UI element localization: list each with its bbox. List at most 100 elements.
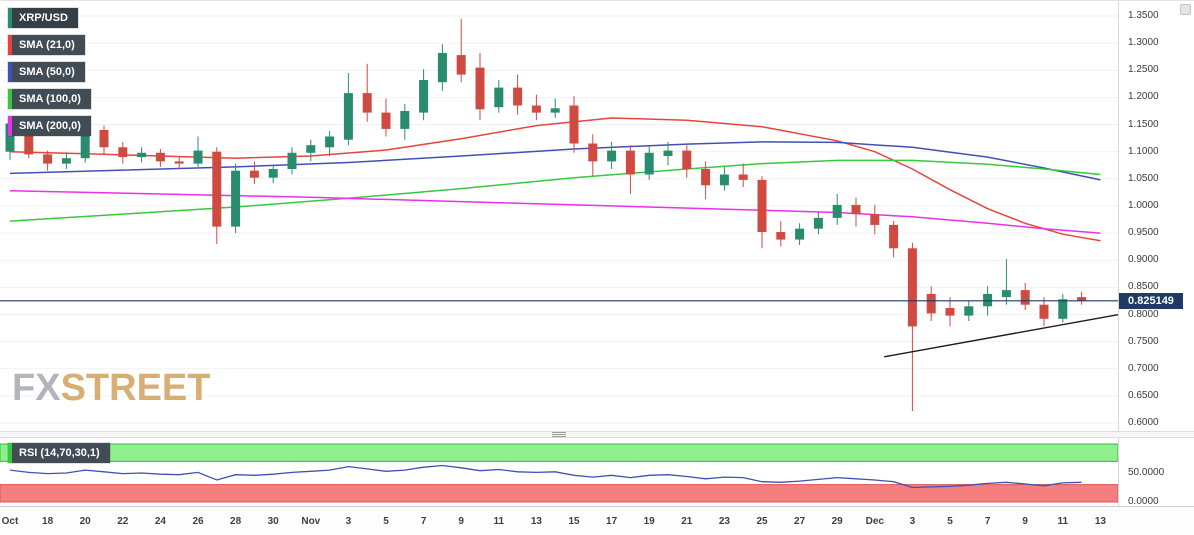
candle[interactable] [832,204,842,218]
sma-21-line[interactable] [9,117,1101,242]
x-axis-label: 21 [681,516,693,527]
rsi-axis-label: 0.0000 [1128,496,1159,507]
candle[interactable] [249,170,259,178]
candle[interactable] [80,130,90,159]
candle[interactable] [813,217,823,229]
candle[interactable] [419,80,429,113]
candle[interactable] [983,293,993,307]
x-axis-label: 13 [530,516,542,527]
sma-200-badge[interactable]: SMA (200,0) [8,116,91,136]
rsi-overbought-band [0,443,1118,462]
x-axis-label: 3 [345,516,352,527]
price-axis[interactable]: 0.825149 1.3500 1.3000 1.2500 1.2000 1.1500 1… [1118,1,1194,431]
sma-100-line[interactable] [9,159,1101,222]
candle[interactable] [287,152,297,169]
divider-drag-handle-icon[interactable] [552,434,566,435]
candle[interactable] [437,52,447,83]
candle[interactable] [569,105,579,144]
candle[interactable] [663,150,673,156]
x-axis-label: 5 [383,516,389,527]
axis-settings-icon[interactable] [1180,4,1191,15]
rsi-label: RSI (14,70,30,1) [19,447,100,459]
candle[interactable] [682,150,692,169]
x-axis-label: 13 [1094,516,1106,527]
candle[interactable] [1058,299,1068,319]
x-axis-label: 27 [794,516,806,527]
x-axis-label: 28 [230,516,242,527]
y-axis-label: 1.2000 [1128,91,1159,103]
rsi-badge[interactable]: RSI (14,70,30,1) [8,443,110,463]
x-axis-label: Dec [865,516,884,527]
y-axis-label: 1.1500 [1128,118,1159,130]
time-axis[interactable]: Oct 18 20 22 24 26 28 30 Nov 3 5 7 9 11 13 15 17 19 21 23 25… [0,506,1194,535]
sma-21-badge[interactable]: SMA (21,0) [8,35,85,55]
candle[interactable] [193,150,203,164]
candle[interactable] [625,150,635,175]
candle[interactable] [43,154,53,164]
candle[interactable] [607,150,617,162]
sma-lines [9,117,1101,242]
x-axis-label: 5 [947,516,953,527]
rsi-axis[interactable]: 50.0000 0.0000 [1118,438,1194,507]
sma-21-stripe-icon [8,35,12,55]
candle[interactable] [1001,290,1011,298]
rsi-chart[interactable] [0,438,1118,506]
candle[interactable] [907,248,917,327]
main-chart-region: FXSTREET XRP/USD SMA (21,0) SMA (50,0) S… [0,1,1118,431]
sma-200-line[interactable] [9,189,1101,234]
candle[interactable] [1020,290,1030,305]
support-trendline[interactable] [884,314,1118,358]
symbol-badge[interactable]: XRP/USD [8,8,78,28]
candle[interactable] [24,124,34,155]
candle[interactable] [588,143,598,162]
candle[interactable] [268,169,278,178]
candle[interactable] [174,161,184,164]
candle[interactable] [701,169,711,186]
candle[interactable] [945,308,955,316]
current-price-badge: 0.825149 [1119,292,1183,309]
candle[interactable] [757,179,767,232]
candle[interactable] [137,152,147,158]
candle[interactable] [1077,297,1087,301]
sma-100-label: SMA (100,0) [19,93,81,105]
candle[interactable] [795,228,805,240]
candle[interactable] [61,158,71,164]
candle[interactable] [475,67,485,110]
candle[interactable] [231,170,241,227]
candle[interactable] [155,152,165,162]
candle[interactable] [738,174,748,180]
candles-layer[interactable] [5,18,1087,412]
candle[interactable] [926,293,936,314]
sma-200-label: SMA (200,0) [19,120,81,132]
candle[interactable] [343,93,353,140]
candle[interactable] [644,152,654,175]
candle[interactable] [118,147,128,158]
candle[interactable] [212,151,222,227]
sma-50-badge[interactable]: SMA (50,0) [8,62,85,82]
candle[interactable] [1039,304,1049,319]
candle[interactable] [550,108,560,113]
y-axis-label: 1.3500 [1128,10,1159,21]
candle[interactable] [776,232,786,240]
sma-100-badge[interactable]: SMA (100,0) [8,89,91,109]
candle[interactable] [381,112,391,129]
candle[interactable] [870,214,880,225]
candle[interactable] [362,93,372,113]
candle[interactable] [306,145,316,153]
candle[interactable] [719,174,729,186]
candle[interactable] [964,306,974,316]
candle[interactable] [400,111,410,129]
x-axis-label: 11 [493,516,505,527]
candle[interactable] [531,105,541,113]
candle[interactable] [513,87,523,106]
candle[interactable] [325,136,335,148]
candle[interactable] [99,130,109,148]
candle[interactable] [494,87,504,108]
candle[interactable] [851,204,861,215]
y-axis-label: 1.0500 [1128,172,1159,184]
candle[interactable] [456,55,466,75]
candle[interactable] [5,123,15,152]
main-chart[interactable] [0,1,1118,431]
candle[interactable] [889,224,899,249]
